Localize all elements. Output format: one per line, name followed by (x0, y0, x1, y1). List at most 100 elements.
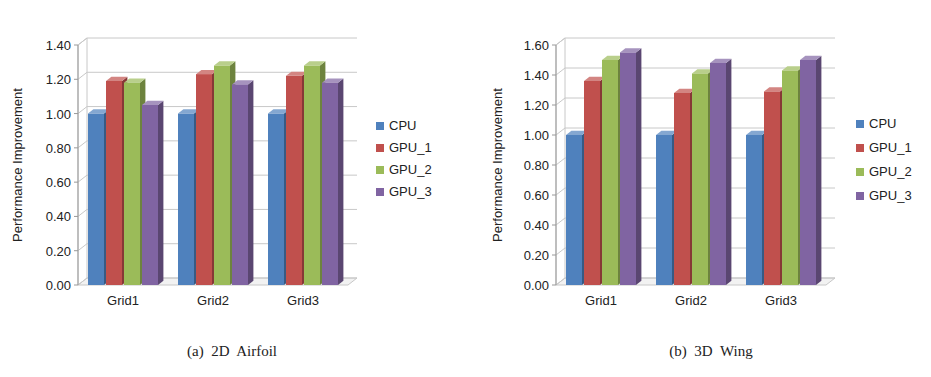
tick (74, 285, 78, 286)
legend-label: GPU_3 (869, 188, 912, 203)
tick-label: 1.60 (524, 38, 549, 53)
bar (692, 74, 708, 286)
tick-label: 0.60 (46, 175, 71, 190)
tick-label: 0.60 (524, 188, 549, 203)
legend-swatch (376, 166, 384, 174)
bar-3d (232, 80, 253, 285)
y-axis (556, 45, 557, 285)
side-wall (78, 38, 87, 285)
legend-label: GPU_2 (389, 162, 432, 177)
tick-label: 1.40 (46, 38, 71, 53)
legend-label: CPU (389, 118, 416, 133)
tick (552, 285, 556, 286)
tick-label: 0.80 (46, 141, 71, 156)
caption: (b) 3D Wing (669, 343, 753, 360)
bars (88, 61, 343, 285)
legend-label: GPU_1 (389, 140, 432, 155)
bar-side (248, 80, 253, 285)
legend-label: CPU (869, 116, 896, 131)
bar-side (158, 101, 163, 285)
tick-label: 0.00 (46, 278, 71, 293)
bar-top (214, 61, 235, 65)
tick (552, 105, 556, 106)
bar-3d (710, 59, 731, 285)
legend-swatch (856, 144, 864, 152)
bar-top (232, 80, 253, 84)
bar (322, 83, 338, 285)
tick-label: 1.00 (524, 128, 549, 143)
bar (88, 114, 104, 285)
category-label: Grid1 (585, 293, 617, 308)
bar-top (710, 59, 731, 63)
category-label: Grid3 (287, 293, 319, 308)
bar (746, 135, 762, 285)
bar-top (106, 77, 127, 81)
legend-swatch (376, 188, 384, 196)
bar-top (124, 79, 145, 83)
bar-3d (142, 101, 163, 285)
y-axis-label: Performance Improvement (10, 88, 25, 242)
bar (214, 66, 230, 285)
category-label: Grid3 (765, 293, 797, 308)
category-label: Grid2 (675, 293, 707, 308)
bar (124, 83, 140, 285)
y-axis (78, 45, 79, 285)
bar (620, 53, 636, 286)
caption: (a) 2D Airfoil (187, 343, 277, 360)
bar (304, 66, 320, 285)
legend-label: GPU_1 (869, 140, 912, 155)
tick-label: 1.40 (524, 68, 549, 83)
bar (656, 135, 672, 285)
y-axis-label: Performance Improvement (490, 88, 505, 242)
tick-label: 0.40 (46, 209, 71, 224)
tick-label: 1.20 (46, 72, 71, 87)
tick-label: 1.20 (524, 98, 549, 113)
bar (782, 71, 798, 286)
bar-side (816, 56, 821, 285)
figure: 0.00 0.20 0.40 0.60 0.80 1.00 1.20 1.40 Performa… (0, 0, 931, 377)
tick (552, 255, 556, 256)
chart: 0.000.200.400.600.801.001.201.401.60Perf… (490, 38, 912, 360)
legend-swatch (856, 192, 864, 200)
bar (764, 92, 780, 286)
category-label: Grid1 (107, 293, 139, 308)
bar (602, 60, 618, 285)
chart: 0.000.200.400.600.801.001.201.40Performa… (10, 38, 432, 360)
bar (584, 81, 600, 285)
bar (800, 60, 816, 285)
bar-top (304, 61, 325, 65)
tick (552, 135, 556, 136)
legend-swatch (376, 122, 384, 130)
bar (566, 135, 582, 285)
legend-label: GPU_3 (389, 184, 432, 199)
bar (674, 93, 690, 285)
bar-3d (620, 48, 641, 285)
tick (74, 147, 78, 148)
legend-swatch (856, 120, 864, 128)
tick (552, 165, 556, 166)
tick (552, 45, 556, 46)
bar-3d (800, 56, 821, 285)
legend-label: GPU_2 (869, 164, 912, 179)
tick-label: 1.00 (46, 107, 71, 122)
tick (74, 113, 78, 114)
bar (196, 74, 212, 285)
tick (552, 195, 556, 196)
tick-label: 0.00 (524, 278, 549, 293)
legend-swatch (856, 168, 864, 176)
bar-top (620, 48, 641, 52)
bar-3d (322, 79, 343, 285)
bar (106, 81, 122, 285)
bar-top (322, 79, 343, 83)
tick (74, 182, 78, 183)
tick-label: 0.40 (524, 218, 549, 233)
category-label: Grid2 (197, 293, 229, 308)
bar-side (636, 48, 641, 285)
grid-line (78, 38, 357, 45)
bar (232, 84, 248, 285)
tick (552, 225, 556, 226)
tick (74, 250, 78, 251)
tick (74, 79, 78, 80)
tick-label: 0.20 (524, 248, 549, 263)
bar (286, 76, 302, 285)
